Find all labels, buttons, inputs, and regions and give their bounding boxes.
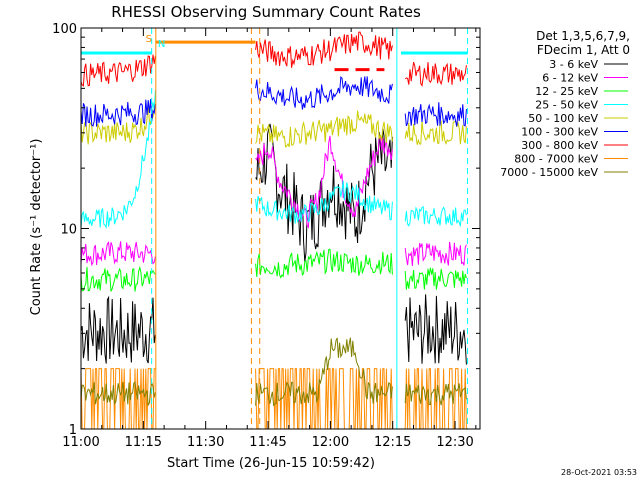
series-line bbox=[404, 267, 467, 290]
night-flag-label: N bbox=[158, 39, 165, 50]
series-line bbox=[404, 61, 467, 87]
series-6-12-kev bbox=[81, 135, 467, 267]
series-line bbox=[404, 205, 467, 227]
x-tick-label: 11:15 bbox=[125, 435, 162, 450]
series-line bbox=[255, 31, 393, 68]
series-12-25-kev bbox=[81, 248, 467, 292]
series-line bbox=[255, 76, 393, 110]
x-tick-label: 12:00 bbox=[312, 435, 349, 450]
series-line bbox=[255, 180, 393, 224]
series-line bbox=[404, 383, 467, 406]
series-3-6-kev bbox=[81, 123, 467, 365]
series-line bbox=[81, 103, 156, 145]
x-tick-label: 12:15 bbox=[374, 435, 411, 450]
legend-header: Det 1,3,5,6,7,9, bbox=[536, 29, 630, 43]
series-line bbox=[81, 295, 156, 364]
legend-label: 6 - 12 keV bbox=[542, 72, 598, 85]
legend-label: 3 - 6 keV bbox=[549, 58, 598, 71]
series-line bbox=[404, 241, 467, 266]
y-axis-label: Count Rate (s⁻¹ detector⁻¹) bbox=[29, 139, 44, 316]
axes: 11:00 11:15 11:30 11:45 12:00 12:15 12:30 1 10 10… bbox=[52, 22, 481, 450]
legend-label: 25 - 50 keV bbox=[535, 99, 598, 112]
y-tick-label: 1 bbox=[69, 423, 77, 438]
series-7000-15000-kev bbox=[81, 337, 467, 407]
series-25-50-kev bbox=[81, 90, 467, 229]
x-axis-label: Start Time (26-Jun-15 10:59:42) bbox=[167, 456, 375, 471]
chart-title: RHESSI Observing Summary Count Rates bbox=[111, 3, 421, 21]
series-line bbox=[255, 368, 393, 429]
series-line bbox=[81, 241, 156, 267]
legend-label: 300 - 800 keV bbox=[521, 139, 598, 152]
series-line bbox=[255, 248, 393, 279]
x-tick-label: 11:45 bbox=[249, 435, 286, 450]
series-line bbox=[255, 337, 393, 407]
series-line bbox=[81, 90, 156, 229]
series-line bbox=[81, 368, 156, 429]
saa-flag-label: S bbox=[146, 34, 152, 45]
series-800-7000-kev bbox=[81, 368, 467, 429]
series-line bbox=[255, 123, 393, 262]
legend-label: 50 - 100 keV bbox=[528, 112, 598, 125]
series-300-800-kev bbox=[81, 31, 467, 87]
legend-label: 100 - 300 keV bbox=[521, 126, 598, 139]
series-line bbox=[81, 54, 156, 87]
series-line bbox=[81, 265, 156, 292]
x-tick-label: 11:00 bbox=[62, 435, 99, 450]
series-100-300-kev bbox=[81, 76, 467, 127]
series-line bbox=[404, 294, 467, 365]
legend-label: 7000 - 15000 keV bbox=[500, 166, 598, 179]
y-tick-label: 10 bbox=[60, 223, 77, 238]
series-line bbox=[404, 102, 467, 127]
x-tick-label: 12:30 bbox=[436, 435, 473, 450]
x-tick-label: 11:30 bbox=[187, 435, 224, 450]
series-line bbox=[81, 99, 156, 127]
legend-label: 800 - 7000 keV bbox=[514, 153, 598, 166]
series-line bbox=[255, 110, 393, 148]
legend-label: 12 - 25 keV bbox=[535, 85, 598, 98]
y-tick-label: 100 bbox=[52, 22, 77, 37]
generated-timestamp: 28-Oct-2021 03:53 bbox=[561, 468, 637, 477]
series-line bbox=[255, 135, 393, 229]
legend-header: FDecim 1, Att 0 bbox=[537, 43, 630, 57]
legend: Det 1,3,5,6,7,9,FDecim 1, Att 03 - 6 keV… bbox=[500, 29, 630, 179]
series-line bbox=[81, 381, 156, 407]
